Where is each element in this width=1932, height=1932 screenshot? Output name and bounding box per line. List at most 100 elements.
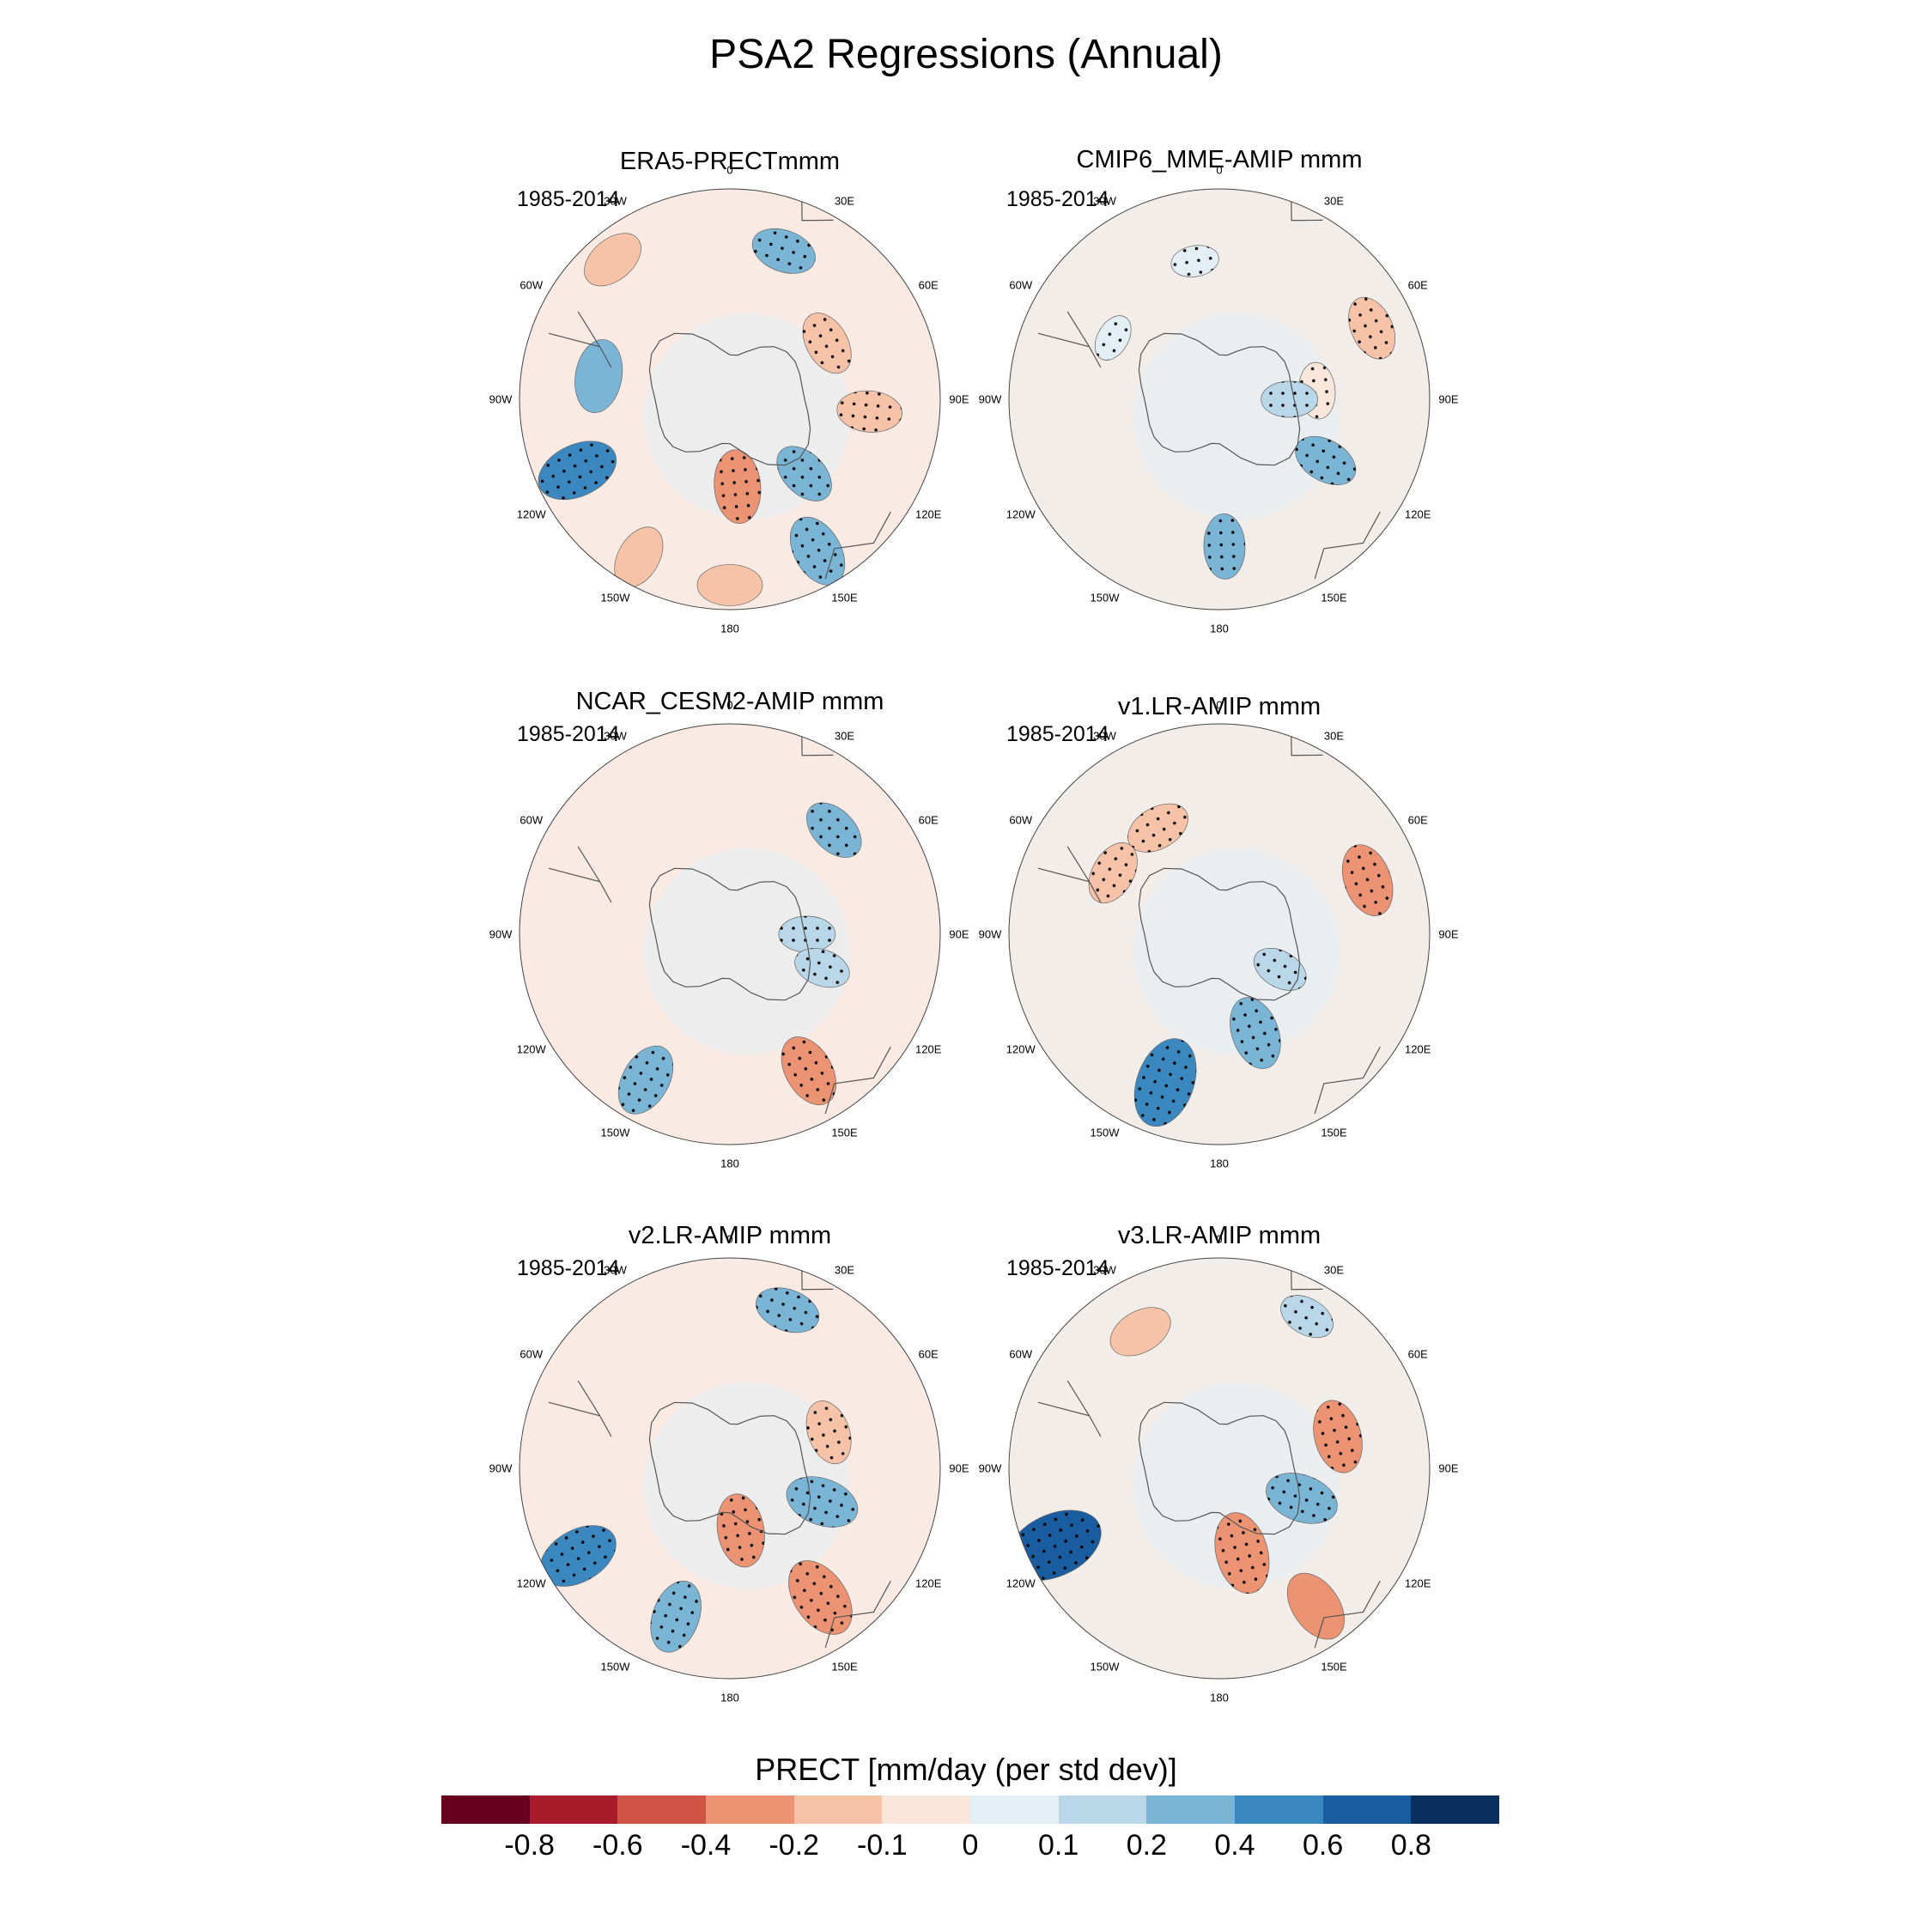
colorbar-box (706, 1795, 794, 1824)
map-border (519, 188, 941, 611)
longitude-label: 60W (519, 1347, 544, 1360)
south-america-coastline (548, 311, 612, 368)
longitude-label: 150W (1090, 1660, 1120, 1674)
longitude-label: 120E (1405, 1042, 1431, 1055)
significance-stipple (803, 313, 852, 374)
map-panel: v2.LR-AMIP mmm 1985-2014 0 30E 60E 90E 120E 150… (489, 1206, 970, 1722)
significance-stipple (1230, 997, 1281, 1069)
colorbar-label: 0 (962, 1829, 979, 1862)
longitude-label: 120W (516, 507, 546, 520)
longitude-label: 120E (1405, 1577, 1431, 1589)
map-panel: NCAR_CESM2-AMIP mmm 1985-2014 0 30E 60E 90E 12… (489, 672, 970, 1188)
longitude-label: 90E (1438, 392, 1459, 406)
longitude-label: 90W (489, 927, 513, 941)
longitude-label: 90W (489, 1461, 513, 1475)
longitude-label: 90W (978, 1461, 1002, 1475)
longitude-label: 30W (604, 194, 627, 208)
significance-stipple (714, 449, 762, 524)
panel-title: CMIP6_MME-AMIP mmm (1076, 146, 1363, 173)
colorbar-box (1235, 1795, 1323, 1824)
longitude-label: 120W (516, 1042, 546, 1055)
longitude-label: 90W (978, 927, 1002, 941)
longitude-label: 90E (949, 392, 969, 406)
longitude-label: 150E (1321, 1660, 1347, 1674)
longitude-label: 150W (600, 1660, 630, 1674)
africa-coastline (1291, 736, 1323, 756)
africa-coastline (801, 1270, 834, 1291)
longitude-label: 60W (1009, 813, 1033, 826)
map-panel: CMIP6_MME-AMIP mmm 1985-2014 0 30E 60E 90E 120… (979, 137, 1460, 653)
australia-coastline (824, 511, 891, 580)
south-america-coastline (1037, 1380, 1102, 1437)
longitude-label: 120W (1005, 507, 1036, 520)
panel-period: 1985-2014 (517, 1256, 620, 1280)
significance-stipple (806, 1400, 852, 1464)
australia-coastline (1314, 511, 1381, 580)
longitude-label: 30E (1323, 194, 1345, 208)
colorbar-label: -0.6 (592, 1829, 643, 1862)
significance-stipple (781, 1036, 836, 1105)
panel-period: 1985-2014 (517, 187, 620, 211)
longitude-label: 150W (1090, 1126, 1120, 1139)
map-panel: v3.LR-AMIP mmm 1985-2014 0 30E 60E 90E 120E 150… (979, 1206, 1460, 1722)
significance-stipple (1134, 1038, 1197, 1127)
significance-stipple (836, 391, 902, 433)
africa-coastline (801, 201, 834, 222)
anomaly-region (696, 564, 763, 606)
africa-coastline (1291, 201, 1323, 222)
longitude-label: 90E (949, 1461, 969, 1475)
longitude-label: 30E (834, 194, 855, 208)
significance-stipple (1280, 1295, 1334, 1338)
longitude-label: 90E (1438, 927, 1459, 941)
longitude-label: 0 (1216, 1232, 1223, 1246)
significance-stipple (788, 1560, 853, 1635)
longitude-label: 90W (978, 392, 1002, 406)
anomaly-region (1286, 1572, 1345, 1640)
significance-stipple (1295, 436, 1356, 485)
longitude-label: 60E (918, 813, 939, 826)
significance-stipple (752, 228, 816, 274)
africa-coastline (801, 736, 834, 756)
longitude-label: 60W (519, 813, 544, 826)
longitude-label: 180 (720, 1157, 739, 1170)
polar-map (1008, 188, 1431, 611)
significance-stipple (806, 802, 862, 858)
colorbar-box (1058, 1795, 1147, 1824)
longitude-label: 30W (604, 1263, 627, 1277)
polar-map (519, 188, 941, 611)
antarctica-coastline (648, 332, 811, 466)
map-neutral-region (1133, 848, 1340, 1054)
south-america-coastline (1037, 311, 1102, 368)
significance-stipple (790, 517, 845, 586)
colorbar-box (617, 1795, 707, 1824)
panel-title: ERA5-PRECTmmm (619, 148, 841, 175)
longitude-label: 120E (915, 1042, 942, 1055)
longitude-label: 30W (1093, 729, 1116, 743)
map-neutral-region (644, 1382, 850, 1589)
longitude-label: 60E (1407, 813, 1428, 826)
significance-stipple (1261, 381, 1318, 417)
longitude-label: 30E (1323, 729, 1345, 743)
panel-period: 1985-2014 (1006, 722, 1109, 746)
antarctica-coastline (648, 1401, 811, 1535)
antarctica-coastline (648, 867, 811, 1001)
polar-map (519, 723, 941, 1145)
longitude-label: 60E (918, 1347, 939, 1360)
panel-title: v2.LR-AMIP mmm (628, 1222, 832, 1249)
colorbar-label: 0.6 (1303, 1829, 1344, 1862)
longitude-label: 150E (831, 591, 858, 605)
longitude-label: 90E (1438, 1461, 1459, 1475)
significance-stipple (756, 1287, 819, 1333)
colorbar-label: -0.1 (857, 1829, 908, 1862)
colorbar-label: 0.1 (1038, 1829, 1079, 1862)
longitude-label: 60W (519, 278, 544, 291)
longitude-label: 0 (1216, 698, 1223, 712)
significance-stipple (650, 1581, 702, 1653)
longitude-label: 60E (918, 278, 939, 291)
map-panel: v1.LR-AMIP mmm 1985-2014 0 30E 60E 90E 120E 150… (979, 672, 1460, 1188)
polar-map (519, 1257, 941, 1680)
longitude-label: 60E (1407, 278, 1428, 291)
longitude-label: 60E (1407, 1347, 1428, 1360)
map-border (519, 1257, 941, 1680)
significance-stipple (1089, 842, 1138, 903)
